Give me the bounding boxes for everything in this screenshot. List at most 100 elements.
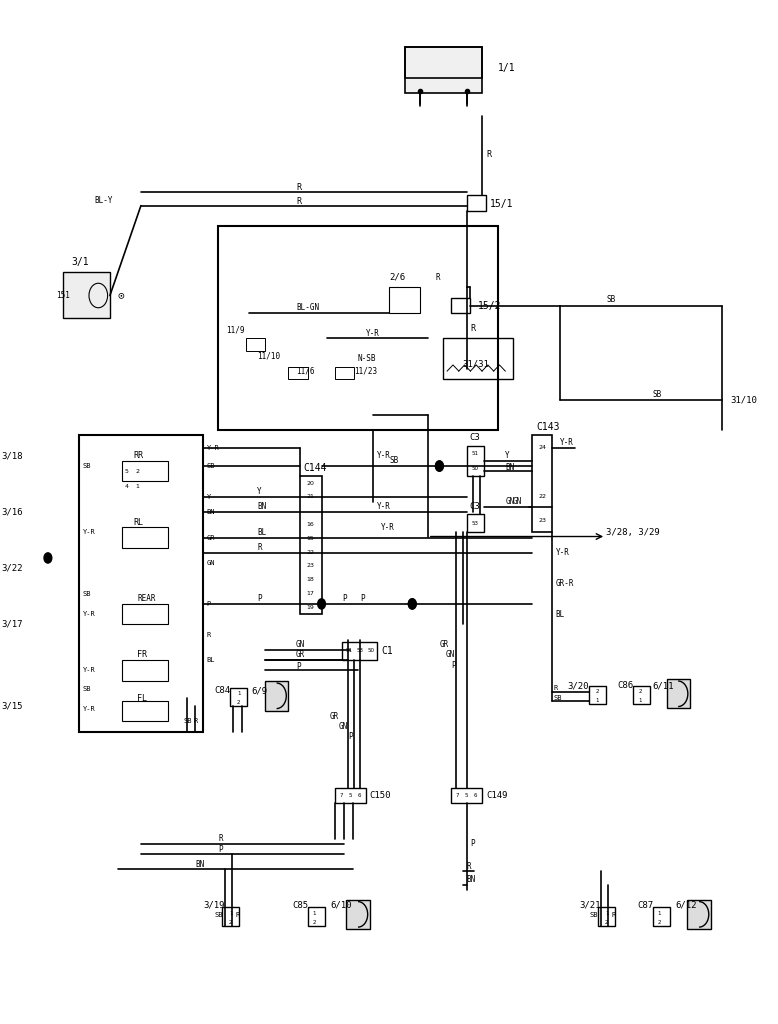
- Bar: [346, 900, 370, 929]
- Text: 3/19: 3/19: [203, 901, 224, 909]
- Text: R: R: [296, 182, 301, 191]
- Text: N-SB: N-SB: [358, 354, 377, 364]
- Text: RL: RL: [133, 518, 143, 526]
- Text: C150: C150: [370, 791, 391, 800]
- Text: 1: 1: [229, 910, 233, 915]
- Text: R: R: [219, 835, 223, 844]
- Text: C85: C85: [292, 901, 308, 909]
- Text: C87: C87: [637, 901, 654, 909]
- Text: Y-R: Y-R: [82, 707, 96, 712]
- Text: Y-R: Y-R: [82, 529, 96, 536]
- Bar: [246, 338, 265, 350]
- Text: 50: 50: [471, 466, 478, 471]
- Text: 3/1: 3/1: [71, 257, 89, 267]
- Bar: [598, 907, 615, 926]
- Text: BN: BN: [258, 503, 266, 511]
- Text: 2/6: 2/6: [389, 272, 405, 282]
- Text: 3/20: 3/20: [567, 681, 589, 690]
- Text: GR: GR: [207, 535, 216, 541]
- Text: Y: Y: [207, 494, 211, 500]
- Text: Y: Y: [505, 452, 510, 461]
- Bar: [121, 700, 168, 721]
- Text: R: R: [612, 912, 615, 919]
- Text: 53: 53: [471, 521, 478, 525]
- Text: 3/16: 3/16: [2, 508, 23, 516]
- Text: SB: SB: [389, 457, 398, 466]
- Text: BL: BL: [555, 609, 565, 618]
- Text: 1: 1: [135, 484, 139, 489]
- Bar: [121, 660, 168, 681]
- Bar: [688, 900, 711, 929]
- Text: P: P: [360, 594, 365, 603]
- Bar: [467, 514, 484, 532]
- Text: GR-R: GR-R: [555, 579, 574, 588]
- Text: 4: 4: [125, 484, 129, 489]
- Text: Y-R: Y-R: [207, 444, 219, 451]
- Bar: [223, 907, 240, 926]
- Text: SB: SB: [553, 695, 562, 700]
- Bar: [405, 47, 482, 78]
- Text: 3/17: 3/17: [2, 620, 23, 629]
- Text: 3/22: 3/22: [2, 563, 23, 572]
- Text: 1: 1: [237, 691, 240, 696]
- Text: GR: GR: [329, 712, 338, 721]
- Text: 21: 21: [307, 495, 314, 500]
- Text: 1: 1: [639, 698, 642, 703]
- Text: P: P: [296, 662, 300, 671]
- Text: P: P: [258, 594, 262, 603]
- Text: P: P: [219, 845, 223, 853]
- Text: 6/10: 6/10: [331, 901, 352, 909]
- Text: 22: 22: [538, 494, 546, 499]
- Text: GN: GN: [207, 560, 216, 566]
- Text: SB: SB: [215, 912, 223, 919]
- Text: 2: 2: [605, 920, 608, 925]
- Text: FL: FL: [137, 694, 147, 703]
- Text: 20: 20: [307, 480, 314, 485]
- Text: P: P: [342, 594, 347, 603]
- Bar: [451, 787, 482, 803]
- Text: 11/9: 11/9: [226, 326, 245, 335]
- Text: 51: 51: [471, 452, 478, 457]
- Text: 15/1: 15/1: [490, 199, 513, 209]
- Text: SB: SB: [589, 912, 598, 919]
- Text: 151: 151: [56, 291, 69, 300]
- Text: GN: GN: [296, 640, 305, 649]
- Text: R: R: [553, 685, 558, 690]
- Text: 15: 15: [307, 536, 314, 541]
- Bar: [589, 686, 606, 703]
- Text: R: R: [207, 632, 211, 638]
- Text: C86: C86: [618, 681, 634, 690]
- Circle shape: [317, 599, 325, 609]
- Text: Y-R: Y-R: [377, 452, 391, 461]
- Bar: [121, 461, 168, 481]
- Text: P: P: [349, 732, 353, 741]
- Text: Y-R: Y-R: [377, 503, 391, 511]
- Text: 1: 1: [596, 698, 599, 703]
- Text: RR: RR: [133, 452, 143, 461]
- Bar: [467, 445, 484, 476]
- Text: Y-R: Y-R: [555, 548, 569, 557]
- Text: BL: BL: [258, 528, 266, 537]
- Text: Y-R: Y-R: [381, 523, 395, 531]
- Text: P: P: [207, 601, 211, 607]
- Bar: [307, 907, 324, 926]
- Text: GN: GN: [513, 498, 522, 506]
- Text: 3/15: 3/15: [2, 701, 23, 711]
- Text: ⊙: ⊙: [117, 291, 124, 300]
- Text: 11/23: 11/23: [354, 367, 377, 376]
- Text: SB: SB: [184, 719, 192, 724]
- Text: BN: BN: [467, 876, 476, 884]
- Text: 6: 6: [474, 793, 478, 798]
- Text: 2: 2: [237, 700, 240, 706]
- Text: 18: 18: [307, 578, 314, 583]
- Bar: [230, 688, 247, 706]
- Text: 2: 2: [596, 689, 599, 694]
- Text: 1: 1: [605, 910, 608, 915]
- Text: C3: C3: [470, 433, 480, 442]
- Circle shape: [408, 599, 416, 609]
- Text: 11/10: 11/10: [258, 351, 280, 360]
- Bar: [443, 338, 513, 379]
- Text: Y-R: Y-R: [82, 611, 96, 617]
- Text: 6/9: 6/9: [251, 686, 267, 695]
- Text: R: R: [194, 719, 198, 724]
